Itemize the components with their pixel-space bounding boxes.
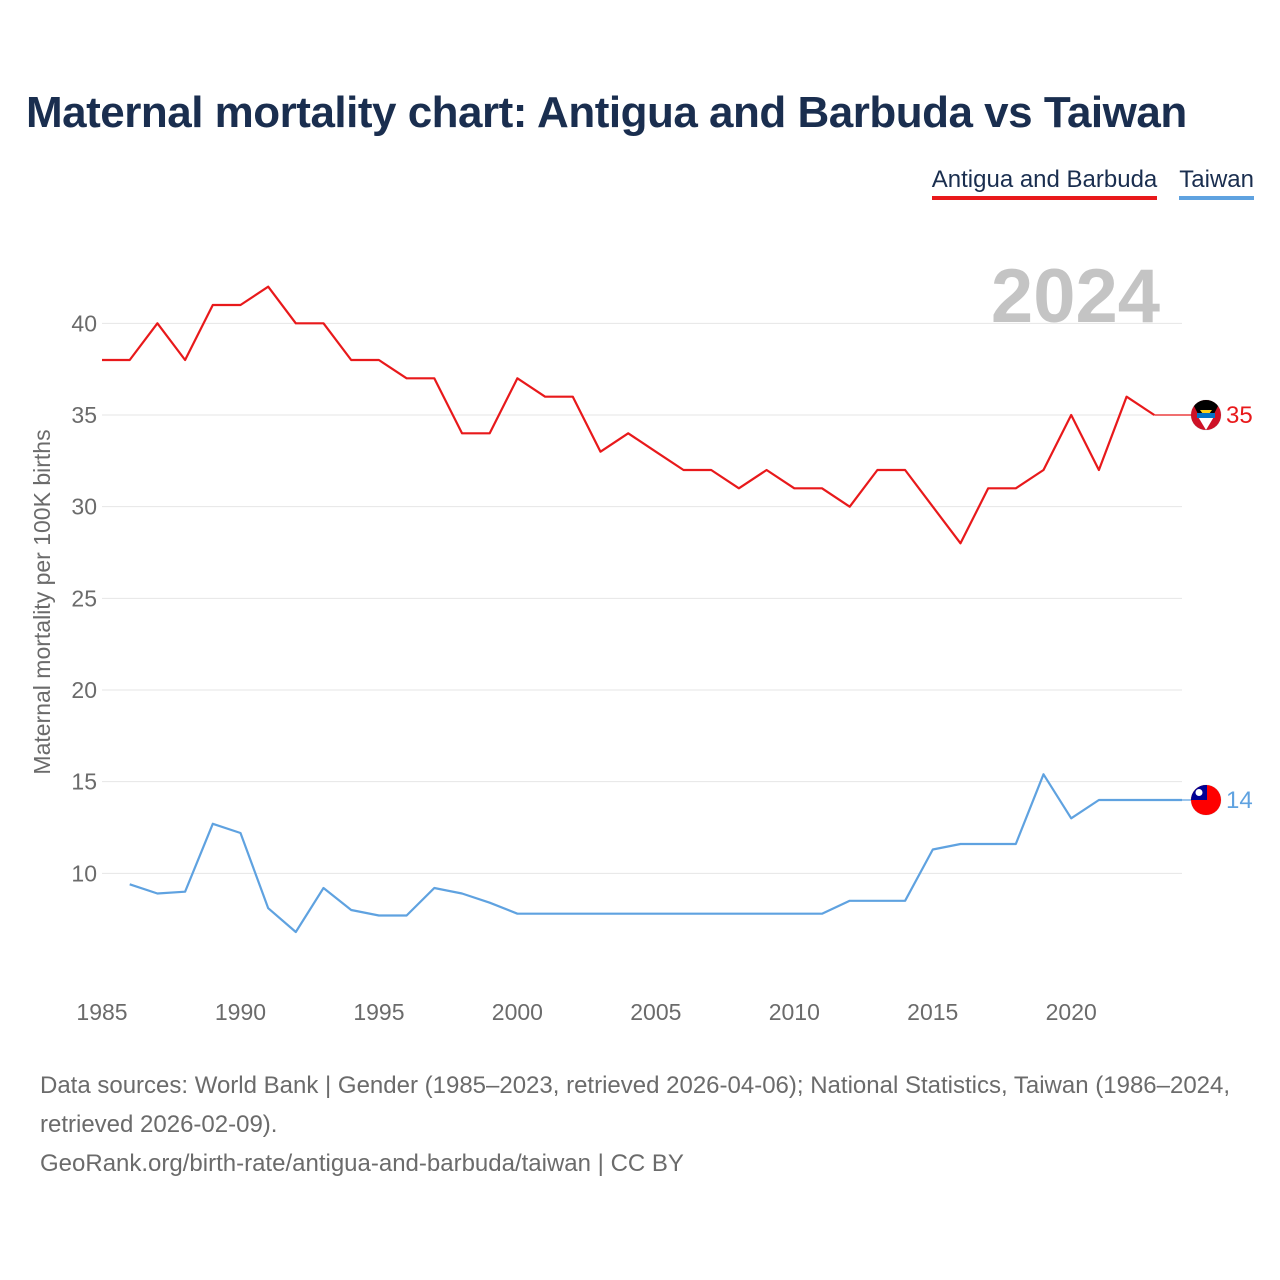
chart-title: Maternal mortality chart: Antigua and Ba… bbox=[26, 88, 1187, 137]
x-tick-label: 2005 bbox=[630, 999, 681, 1025]
legend-item-antigua-and-barbuda[interactable]: Antigua and Barbuda bbox=[931, 166, 1158, 200]
y-axis-label: Maternal mortality per 100K births bbox=[29, 429, 55, 774]
x-tick-label: 1995 bbox=[353, 999, 404, 1025]
credit-link[interactable]: GeoRank.org/birth-rate/antigua-and-barbu… bbox=[40, 1150, 684, 1177]
line-chart: 2024 10 15 20 25 30 35 40 1985 1990 1995 2000 2005 2… bbox=[29, 254, 1253, 1025]
gridlines bbox=[102, 322, 1182, 874]
x-tick-label: 1990 bbox=[215, 999, 266, 1025]
footer: Data sources: World Bank | Gender (1985–… bbox=[40, 1066, 1240, 1183]
y-tick-label: 25 bbox=[71, 585, 97, 611]
x-tick-label: 2020 bbox=[1046, 999, 1097, 1025]
y-tick-label: 30 bbox=[71, 494, 97, 520]
data-sources: Data sources: World Bank | Gender (1985–… bbox=[40, 1072, 1231, 1138]
end-value-label-taiwan: 14 bbox=[1226, 787, 1253, 814]
x-tick-label: 2010 bbox=[769, 999, 820, 1025]
x-tick-label: 2000 bbox=[492, 999, 543, 1025]
y-tick-label: 10 bbox=[71, 860, 97, 886]
legend: Antigua and Barbuda Taiwan bbox=[931, 166, 1254, 200]
y-tick-label: 15 bbox=[71, 769, 97, 795]
end-value-label-antigua-and-barbuda: 35 bbox=[1226, 402, 1253, 429]
antigua-and-barbuda-flag-icon bbox=[1190, 399, 1222, 431]
end-markers: 35 14 bbox=[1154, 399, 1253, 816]
series-line-antigua-and-barbuda[interactable] bbox=[102, 285, 1155, 545]
series-line-taiwan[interactable] bbox=[129, 773, 1182, 934]
axes: 10 15 20 25 30 35 40 1985 1990 1995 2000 2005 2010 20… bbox=[71, 310, 1096, 1025]
x-tick-label: 2015 bbox=[907, 999, 958, 1025]
taiwan-flag-icon bbox=[1190, 784, 1222, 816]
year-watermark: 2024 bbox=[991, 254, 1160, 339]
x-tick-label: 1985 bbox=[76, 999, 127, 1025]
series bbox=[102, 285, 1182, 934]
y-tick-label: 20 bbox=[71, 677, 97, 703]
legend-item-taiwan[interactable]: Taiwan bbox=[1179, 166, 1254, 200]
y-tick-label: 40 bbox=[71, 310, 97, 336]
y-tick-label: 35 bbox=[71, 402, 97, 428]
